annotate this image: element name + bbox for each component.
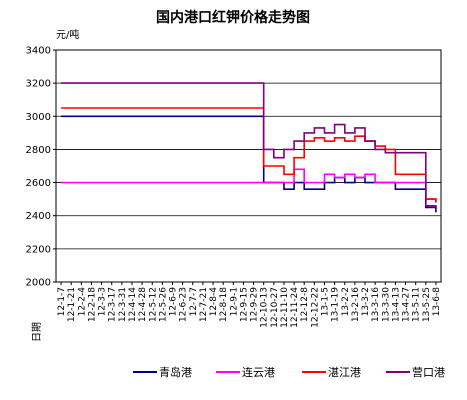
x-tick-label: 12-11-24 [290,287,300,328]
x-tick-label: 12-7-7 [189,287,199,316]
x-tick-label: 12-8-4 [209,287,219,317]
y-tick-label: 3400 [26,46,51,57]
x-tick-label: 12-6-23 [179,287,189,322]
y-tick-label: 3000 [26,112,51,123]
series-line [61,168,437,203]
x-tick-label: 12-5-12 [148,287,158,322]
x-tick-label: 12-6-9 [169,287,179,317]
y-tick-label: 2800 [26,145,51,156]
x-tick-label: 12-3-3 [98,287,108,316]
x-tick-label: 13-5-11 [412,287,422,322]
x-tick-label: 13-3-2 [361,287,371,316]
x-tick-label: 12-3-17 [108,287,118,322]
series-line [61,107,437,203]
x-tick-label: 12-11-10 [280,287,290,328]
x-tick-label: 12-7-21 [199,287,209,322]
y-tick-label: 3200 [26,79,51,90]
x-tick-label: 12-4-14 [128,287,138,322]
series-line [61,82,437,208]
x-tick-label: 12-10-13 [260,287,270,328]
x-tick-label: 13-6-8 [432,287,442,317]
y-tick-labels: 2000 2200 2400 2600 2800 3000 3200 3400 [26,46,56,289]
x-tick-label: 12-10-27 [270,287,280,328]
x-tick-label: 12-1-7 [57,287,67,316]
x-tick-label: 12-1-21 [67,287,77,322]
x-tick-label: 12-4-28 [138,287,148,322]
y-tick-label: 2000 [26,278,51,289]
x-tick-label: 12-2-18 [87,287,97,322]
x-axis-label: 日期 [31,322,43,342]
x-tick-label: 13-2-16 [351,287,361,322]
chart-title: 国内港口红钾价格走势图 [156,9,310,26]
x-tick-label: 12-12-8 [300,287,310,322]
x-tick-label: 12-9-15 [239,287,249,322]
legend-label: 营口港 [412,365,445,379]
y-tick-label: 2600 [26,178,51,189]
x-tick-label: 13-3-16 [371,287,381,322]
x-tick-label: 12-12-22 [310,287,320,328]
x-tick-label: 12-2-4 [77,287,87,317]
x-tick-label: 12-3-31 [118,287,128,322]
x-tick-labels: 12-1-7 12-1-21 12-2-4 12-2-18 12-3-3 12-3-17 1… [57,282,442,328]
legend-label: 连云港 [242,366,275,379]
legend: 青岛港 连云港 湛江港 营口港 [133,365,445,379]
x-tick-label: 12-9-1 [229,287,239,316]
y-unit-label: 元/吨 [56,28,79,41]
x-tick-label: 12-5-26 [158,287,168,322]
x-tick-label: 13-1-5 [320,287,330,316]
plot-border [55,49,442,283]
x-tick-label: 13-2-2 [341,287,351,316]
x-tick-label: 13-5-25 [422,287,432,322]
x-tick-label: 13-1-19 [331,287,341,322]
legend-label: 湛江港 [328,366,361,379]
y-tick-label: 2400 [26,211,51,222]
x-tick-label: 13-3-30 [381,287,391,322]
x-tick-label: 12-8-18 [219,287,229,322]
x-tick-label: 12-9-29 [250,287,260,322]
plot-area [56,50,441,282]
x-tick-label: 13-4-27 [402,287,412,322]
y-tick-label: 2200 [26,244,51,255]
legend-label: 青岛港 [159,365,192,379]
x-tick-label: 13-4-13 [391,287,401,322]
series-lines [61,82,437,213]
